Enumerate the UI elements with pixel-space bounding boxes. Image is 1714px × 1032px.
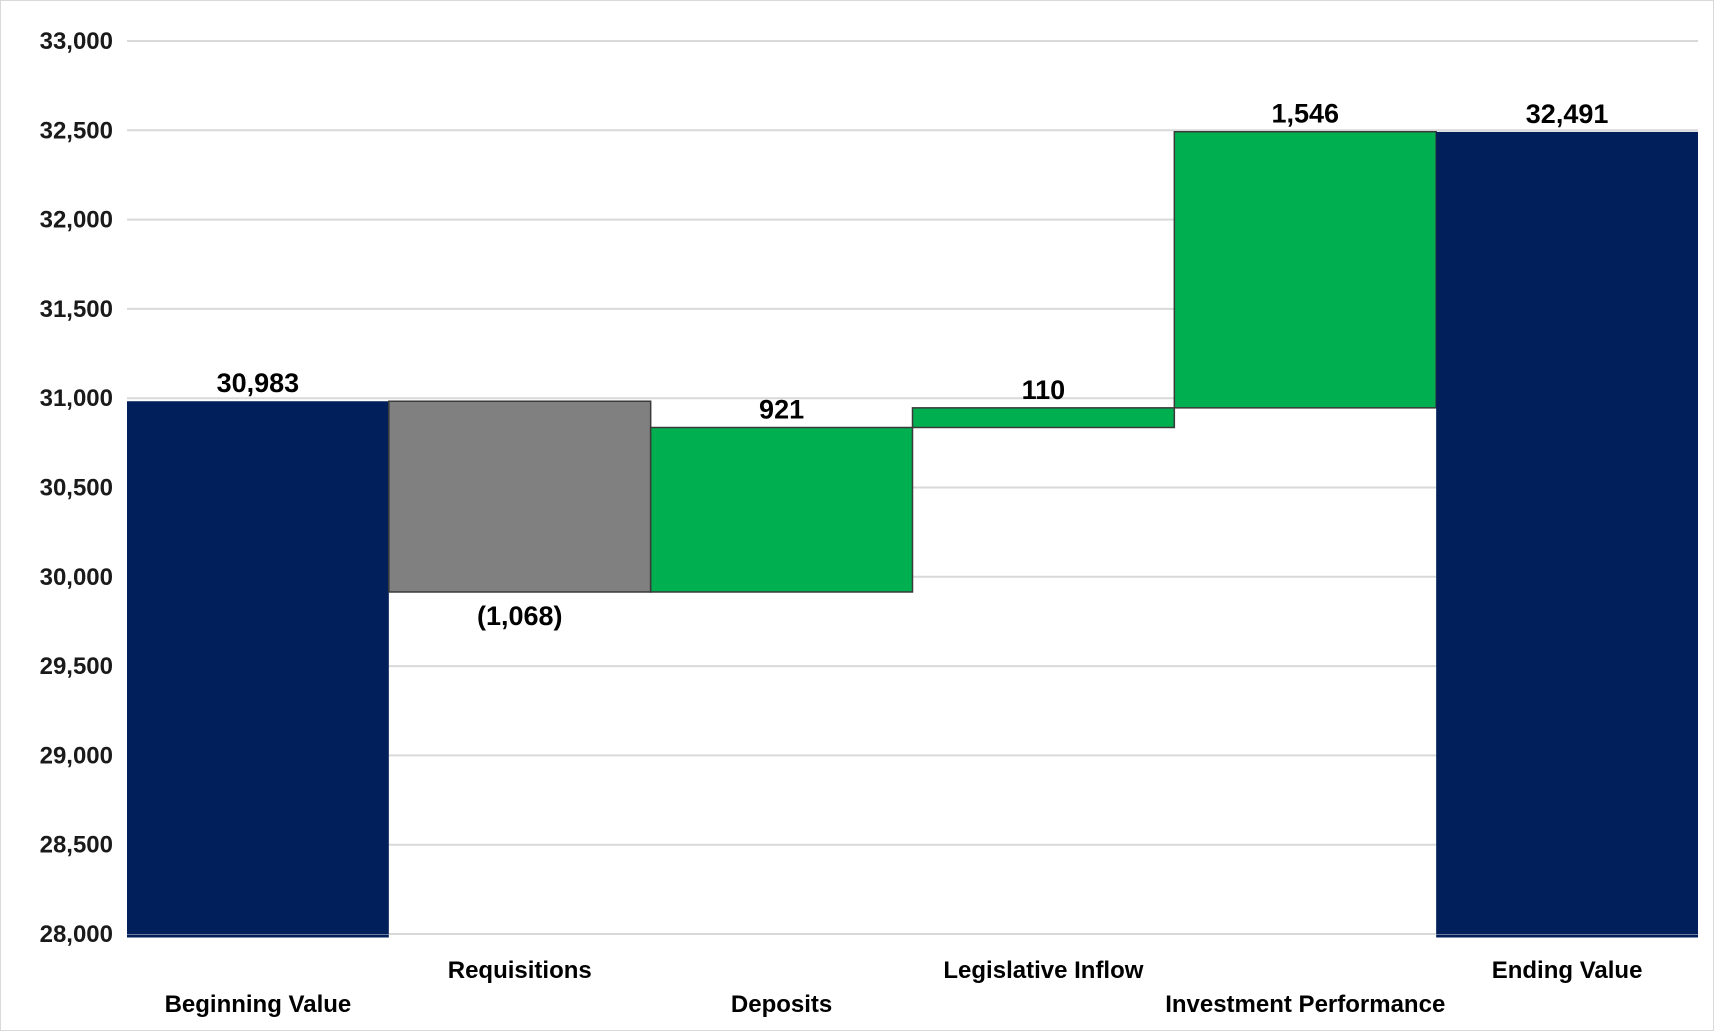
data-label: 921 <box>759 394 804 424</box>
bar-requisitions <box>388 400 652 593</box>
y-tick-label: 31,000 <box>40 385 113 412</box>
bar-investment-performance <box>1173 130 1437 409</box>
y-tick-label: 29,000 <box>40 742 113 769</box>
bar-beginning-value <box>127 401 389 934</box>
bars <box>127 130 1698 938</box>
y-tick-label: 28,500 <box>40 832 113 859</box>
data-label: 110 <box>1022 375 1066 405</box>
data-label: 1,546 <box>1271 99 1339 129</box>
y-axis-ticks: 28,000 28,500 29,000 29,500 30,000 30,500 31,0… <box>40 28 113 948</box>
y-tick-label: 29,500 <box>40 653 113 680</box>
category-label: Requisitions <box>448 957 592 984</box>
y-tick-label: 30,500 <box>40 475 113 502</box>
bar-deposits <box>649 426 914 593</box>
y-tick-label: 32,500 <box>40 117 113 144</box>
data-label: 32,491 <box>1526 99 1609 129</box>
y-tick-label: 32,000 <box>40 207 113 234</box>
category-label: Legislative Inflow <box>943 957 1143 984</box>
data-label: 30,983 <box>217 368 300 398</box>
y-tick-label: 30,000 <box>40 564 113 591</box>
bar-ending-value <box>1436 131 1698 934</box>
category-label: Beginning Value <box>165 991 352 1018</box>
x-axis-categories: Beginning Value Requisitions Deposits Legis… <box>165 957 1643 1018</box>
y-tick-label: 31,500 <box>40 296 113 323</box>
y-tick-label: 33,000 <box>40 28 113 55</box>
category-label: Ending Value <box>1492 957 1643 984</box>
data-label: (1,068) <box>477 601 563 631</box>
bar-legislative-inflow <box>911 407 1176 429</box>
category-label: Deposits <box>731 991 832 1018</box>
y-tick-label: 28,000 <box>40 921 113 948</box>
category-label: Investment Performance <box>1165 991 1445 1018</box>
data-labels: 30,983 (1,068) 921 110 1,546 32,491 <box>217 99 1609 631</box>
